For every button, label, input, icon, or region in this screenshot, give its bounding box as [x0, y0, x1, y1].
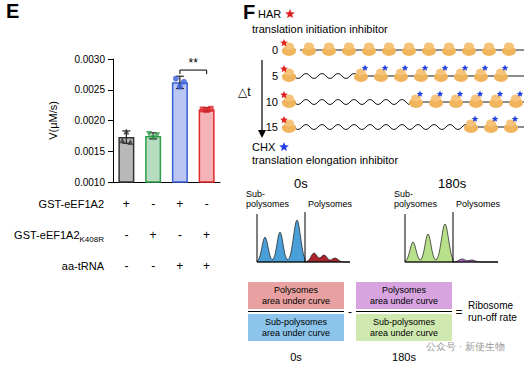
svg-text:0s: 0s — [290, 351, 302, 363]
svg-text:translation initiation inhibit: translation initiation inhibitor — [252, 23, 388, 35]
svg-text:0.0020: 0.0020 — [74, 115, 105, 126]
svg-text:polysomes: polysomes — [246, 199, 290, 209]
svg-text:△t: △t — [238, 85, 251, 99]
html-text:aa-tRNA: aa-tRNA — [61, 260, 104, 272]
html-text:GST-eEF1A2: GST-eEF1A2 — [38, 198, 104, 210]
svg-text:run-off rate: run-off rate — [468, 312, 517, 323]
html-text:E: E — [6, 0, 20, 22]
svg-text:180s: 180s — [438, 176, 467, 191]
svg-text:-: - — [348, 305, 352, 319]
svg-text:Sub-: Sub- — [394, 189, 413, 199]
svg-text:0.0030: 0.0030 — [74, 54, 105, 65]
svg-text:area under curve: area under curve — [262, 328, 330, 338]
svg-text:CHX: CHX — [252, 141, 276, 153]
svg-text:HAR: HAR — [258, 8, 281, 20]
svg-text:0.0010: 0.0010 — [74, 177, 105, 188]
svg-text:公众号 · 新使生物: 公众号 · 新使生物 — [426, 341, 505, 352]
svg-text:0.0025: 0.0025 — [74, 84, 105, 95]
svg-text:Ribosome: Ribosome — [468, 300, 513, 311]
svg-text:10: 10 — [266, 96, 278, 108]
svg-text:5: 5 — [272, 70, 278, 82]
svg-text:0s: 0s — [294, 176, 308, 191]
svg-text:area under curve: area under curve — [262, 296, 330, 306]
svg-text:Polysomes: Polysomes — [308, 199, 353, 209]
svg-text:**: ** — [189, 56, 199, 70]
svg-text:Polysomes: Polysomes — [382, 285, 427, 295]
svg-text:180s: 180s — [392, 351, 416, 363]
svg-text:0.0015: 0.0015 — [74, 146, 105, 157]
svg-text:translation elongation inhibit: translation elongation inhibitor — [252, 154, 398, 166]
svg-text:Sub-: Sub- — [246, 189, 265, 199]
svg-text:area under curve: area under curve — [370, 296, 438, 306]
svg-text:Sub-polysomes: Sub-polysomes — [265, 317, 328, 327]
svg-text:=: = — [455, 305, 462, 319]
svg-text:area under curve: area under curve — [370, 328, 438, 338]
svg-text:15: 15 — [266, 121, 278, 133]
svg-text:polysomes: polysomes — [394, 199, 438, 209]
svg-text:F: F — [243, 1, 255, 23]
svg-text:Polysomes: Polysomes — [274, 285, 319, 295]
svg-text:Polysomes: Polysomes — [456, 199, 501, 209]
svg-text:0: 0 — [272, 44, 278, 56]
svg-text:V(μM/s): V(μM/s) — [47, 101, 59, 140]
svg-text:Sub-polysomes: Sub-polysomes — [373, 317, 436, 327]
html-text:GST-eEF1A2K408R: GST-eEF1A2K408R — [14, 229, 104, 245]
